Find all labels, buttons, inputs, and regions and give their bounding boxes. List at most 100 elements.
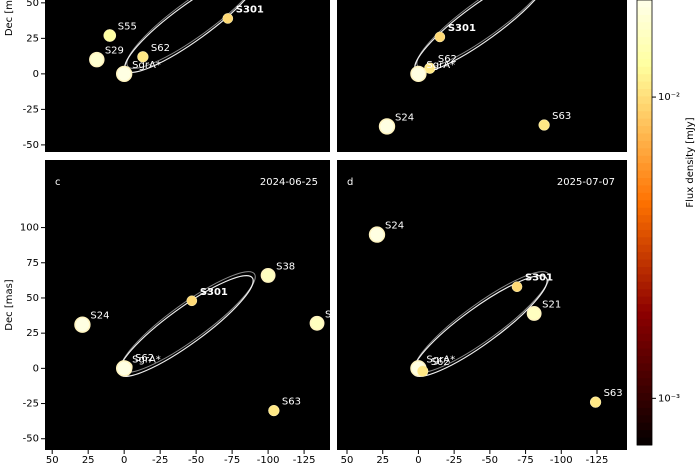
x-tick-label: 25 bbox=[376, 455, 389, 464]
panel: S29 S55 S62 SgrA* S301 bbox=[89, 0, 264, 83]
colorbar-step bbox=[637, 422, 652, 431]
y-tick-label: 0 bbox=[33, 69, 39, 80]
y-tick-label: 50 bbox=[26, 0, 39, 9]
star bbox=[89, 51, 105, 68]
colorbar-step bbox=[637, 274, 652, 283]
panel-letter: c bbox=[55, 177, 61, 188]
star-label: S62 bbox=[438, 54, 457, 65]
panel-bg bbox=[45, 0, 330, 152]
colorbar-step bbox=[637, 44, 652, 53]
star-label: S55 bbox=[118, 22, 137, 33]
colorbar-step bbox=[637, 341, 652, 350]
colorbar-step bbox=[637, 326, 652, 335]
colorbar-step bbox=[637, 296, 652, 305]
panel-letter: d bbox=[347, 177, 353, 188]
colorbar-step bbox=[637, 155, 652, 164]
y-tick-label: 50 bbox=[26, 293, 39, 304]
colorbar-step bbox=[637, 289, 652, 298]
star-label: S24 bbox=[90, 311, 109, 322]
y-tick-label: 100 bbox=[20, 223, 39, 234]
colorbar-step bbox=[637, 148, 652, 157]
colorbar-step bbox=[637, 215, 652, 223]
star-label: S62 bbox=[135, 353, 154, 364]
star-label: SgrA* bbox=[426, 60, 455, 71]
colorbar-step bbox=[637, 111, 652, 120]
star bbox=[268, 404, 280, 417]
colorbar-step bbox=[637, 96, 652, 105]
y-tick-label: 25 bbox=[26, 328, 39, 339]
y-tick-label: -50 bbox=[23, 140, 39, 151]
x-tick-label: -125 bbox=[293, 455, 316, 464]
x-tick-label: -100 bbox=[257, 455, 280, 464]
colorbar-step bbox=[637, 207, 652, 216]
colorbar-step bbox=[637, 363, 652, 372]
colorbar-step bbox=[637, 333, 652, 342]
colorbar-step bbox=[637, 7, 652, 16]
colorbar-step bbox=[637, 430, 652, 439]
panel: S24 S301 S21 SgrA*S62 S63 bbox=[368, 221, 623, 408]
colorbar-step bbox=[637, 133, 652, 142]
star bbox=[115, 360, 133, 377]
star bbox=[526, 306, 542, 321]
colorbar-step bbox=[637, 318, 652, 327]
colorbar-step bbox=[637, 200, 652, 209]
colorbar-step bbox=[637, 348, 652, 357]
y-tick-label: 25 bbox=[26, 33, 39, 44]
star bbox=[589, 396, 602, 408]
star bbox=[137, 51, 149, 63]
x-tick-label: -75 bbox=[224, 455, 240, 464]
colorbar-step bbox=[637, 437, 652, 446]
y-tick-label: 75 bbox=[26, 258, 39, 269]
colorbar-step bbox=[637, 415, 652, 424]
y-tick-label: -25 bbox=[23, 104, 39, 115]
x-tick-label: -125 bbox=[586, 455, 609, 464]
star-label: S301 bbox=[200, 287, 228, 298]
star bbox=[222, 13, 234, 24]
star bbox=[368, 226, 386, 243]
colorbar-tick-label: 10⁻² bbox=[658, 92, 680, 103]
colorbar-step bbox=[637, 378, 652, 387]
star bbox=[309, 315, 325, 331]
colorbar-step bbox=[637, 126, 652, 134]
star-label: S62 bbox=[151, 43, 170, 54]
star bbox=[511, 281, 523, 293]
star-label: S24 bbox=[385, 221, 404, 232]
colorbar-step bbox=[637, 14, 652, 23]
star-label: S21 bbox=[542, 299, 561, 310]
star bbox=[378, 118, 396, 135]
y-axis-label: Dec [mas] bbox=[4, 279, 15, 331]
colorbar-step bbox=[637, 229, 652, 238]
star-label: S301 bbox=[236, 4, 264, 15]
colorbar-step bbox=[637, 51, 652, 60]
x-tick-label: -100 bbox=[550, 455, 573, 464]
star bbox=[115, 65, 133, 83]
colorbar-step bbox=[637, 252, 652, 261]
orbit bbox=[126, 0, 262, 69]
x-tick-label: 50 bbox=[341, 455, 354, 464]
colorbar-step bbox=[637, 66, 652, 75]
star-label: S62 bbox=[431, 357, 450, 368]
colorbar-step bbox=[637, 311, 652, 320]
colorbar-step bbox=[637, 74, 652, 83]
colorbar-step bbox=[637, 59, 652, 68]
colorbar-step bbox=[637, 163, 652, 172]
colorbar-step bbox=[637, 118, 652, 127]
star bbox=[260, 268, 276, 283]
star bbox=[186, 295, 198, 307]
colorbar-step bbox=[637, 400, 652, 409]
star-label: S63 bbox=[604, 388, 623, 399]
colorbar-step bbox=[637, 89, 652, 97]
star bbox=[74, 316, 91, 333]
colorbar-frame bbox=[636, 0, 653, 446]
x-tick-label: -25 bbox=[446, 455, 462, 464]
y-axis-label: Dec [m bbox=[4, 0, 15, 36]
star bbox=[417, 365, 429, 377]
star-label: SgrA* bbox=[426, 354, 455, 365]
x-tick-label: 50 bbox=[46, 455, 59, 464]
colorbar-step bbox=[637, 103, 652, 112]
colorbar-step bbox=[637, 281, 652, 290]
colorbar-step bbox=[637, 259, 652, 268]
colorbar-step bbox=[637, 267, 652, 275]
colorbar-step bbox=[637, 222, 652, 231]
colorbar-step bbox=[637, 29, 652, 38]
